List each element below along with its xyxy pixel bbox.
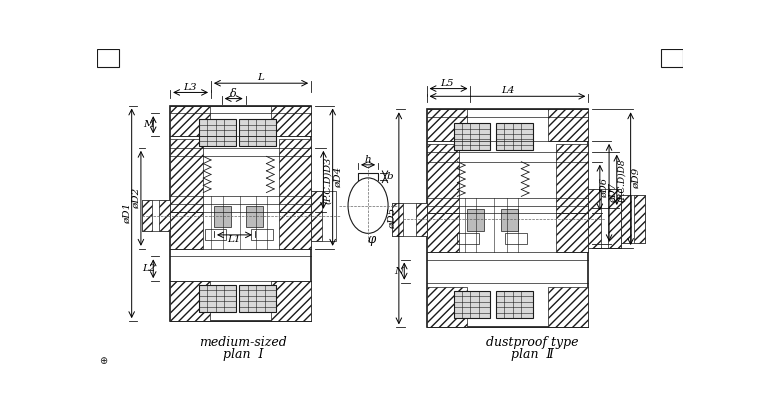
Bar bbox=[279, 139, 311, 212]
Bar bbox=[588, 189, 600, 248]
Bar bbox=[548, 287, 588, 327]
Bar bbox=[311, 191, 336, 241]
Bar bbox=[496, 123, 533, 150]
Text: L2: L2 bbox=[142, 264, 155, 273]
Bar bbox=[271, 281, 311, 321]
Bar bbox=[142, 200, 152, 231]
Bar bbox=[97, 49, 119, 67]
Text: øD1: øD1 bbox=[123, 203, 132, 224]
Bar bbox=[661, 49, 683, 67]
Bar bbox=[556, 144, 588, 213]
Bar bbox=[311, 191, 322, 241]
Bar bbox=[246, 206, 263, 227]
Bar bbox=[427, 109, 466, 141]
Bar bbox=[279, 212, 311, 249]
Text: plan  Ⅱ: plan Ⅱ bbox=[511, 348, 553, 361]
Text: L3: L3 bbox=[183, 83, 196, 92]
Bar bbox=[466, 210, 483, 231]
Bar bbox=[427, 144, 459, 213]
Bar bbox=[427, 109, 588, 327]
Text: L4: L4 bbox=[501, 86, 514, 95]
Text: L1: L1 bbox=[228, 235, 240, 244]
Bar bbox=[588, 189, 621, 248]
Bar bbox=[271, 106, 311, 136]
Text: medium-sized: medium-sized bbox=[199, 336, 287, 349]
Bar bbox=[427, 287, 466, 327]
Bar bbox=[142, 200, 170, 231]
Text: φ: φ bbox=[367, 233, 375, 246]
Text: plan  Ⅰ: plan Ⅰ bbox=[223, 348, 263, 361]
Bar bbox=[496, 291, 533, 318]
Text: N: N bbox=[394, 267, 403, 276]
Bar bbox=[635, 195, 645, 242]
Bar bbox=[170, 106, 311, 321]
Bar bbox=[251, 229, 272, 240]
Bar bbox=[621, 195, 645, 242]
Text: øD5: øD5 bbox=[388, 208, 397, 229]
Text: dustproof type: dustproof type bbox=[486, 336, 578, 349]
Bar bbox=[548, 109, 588, 141]
Text: øD2: øD2 bbox=[132, 188, 141, 209]
Bar bbox=[199, 119, 236, 146]
Bar bbox=[170, 106, 210, 136]
Text: (P.C.D)D8: (P.C.D)D8 bbox=[617, 158, 626, 202]
Bar bbox=[170, 281, 210, 321]
Bar bbox=[454, 291, 491, 318]
Bar bbox=[457, 233, 479, 244]
Text: øD6: øD6 bbox=[600, 178, 609, 198]
Bar bbox=[505, 233, 527, 244]
Text: h: h bbox=[365, 155, 371, 164]
Bar bbox=[454, 123, 491, 150]
Text: M: M bbox=[143, 120, 154, 129]
Bar bbox=[416, 203, 427, 236]
Bar bbox=[392, 203, 403, 236]
Bar bbox=[159, 200, 170, 231]
Bar bbox=[608, 189, 621, 248]
Bar bbox=[556, 213, 588, 252]
Bar bbox=[170, 212, 202, 249]
Bar bbox=[170, 139, 202, 212]
Text: (P.C.D)D3: (P.C.D)D3 bbox=[323, 157, 333, 204]
Text: øD7: øD7 bbox=[610, 182, 618, 203]
Text: δ: δ bbox=[230, 89, 237, 99]
Text: b: b bbox=[387, 172, 393, 181]
Bar bbox=[392, 203, 427, 236]
Bar bbox=[205, 229, 226, 240]
Bar bbox=[240, 285, 276, 312]
Text: L5: L5 bbox=[441, 79, 454, 88]
Bar bbox=[427, 213, 459, 252]
Ellipse shape bbox=[348, 178, 388, 233]
Text: øD9: øD9 bbox=[632, 168, 641, 189]
Text: ⊕: ⊕ bbox=[99, 356, 107, 366]
Text: øD4: øD4 bbox=[333, 166, 342, 188]
Bar bbox=[621, 195, 632, 242]
Bar bbox=[240, 119, 276, 146]
Bar bbox=[214, 206, 231, 227]
Bar bbox=[199, 285, 236, 312]
Text: L: L bbox=[258, 73, 265, 82]
Bar bbox=[501, 210, 518, 231]
